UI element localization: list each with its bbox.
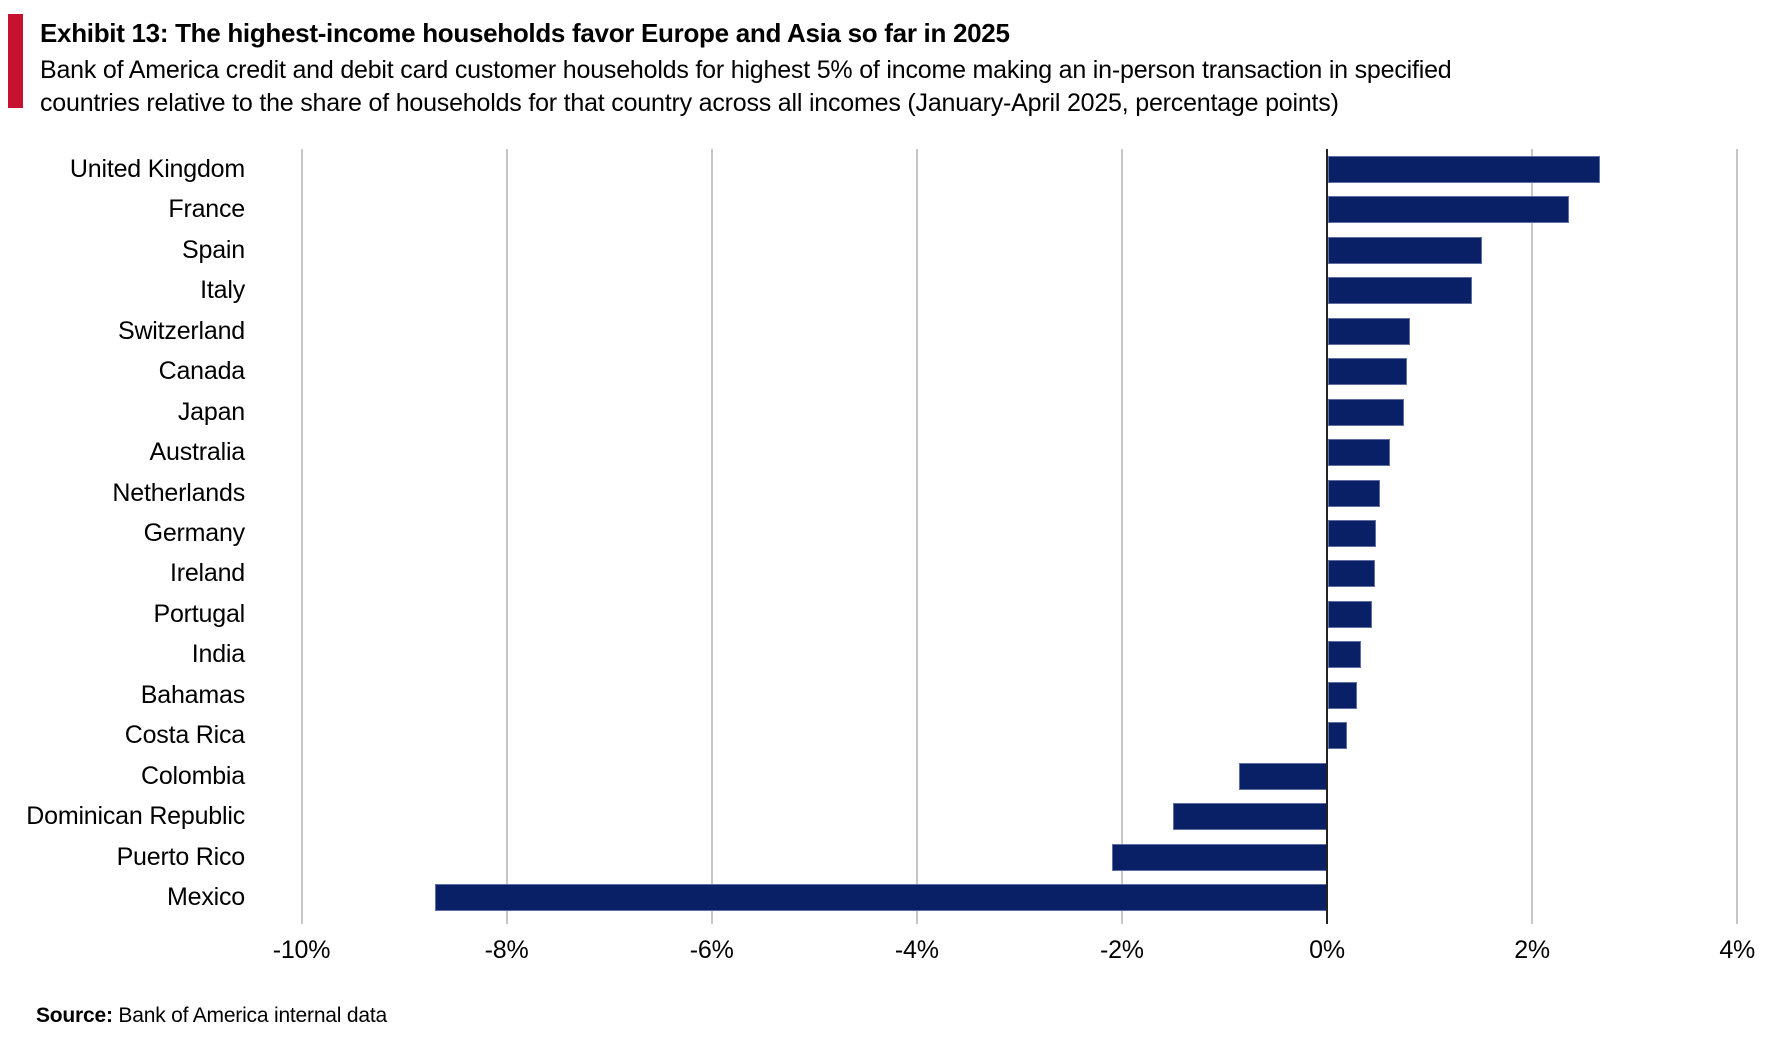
bar-portugal [1328,600,1373,628]
category-label-portugal: Portugal [153,599,245,628]
exhibit-subtitle: Bank of America credit and debit card cu… [40,56,1452,117]
zero-axis-line [1326,149,1328,924]
x-tick-label-2: 2% [1514,936,1550,964]
source-line: Source: Bank of America internal data [36,1004,387,1028]
gridline-2 [1531,149,1534,924]
category-label-canada: Canada [158,357,246,386]
bar-netherlands [1328,479,1381,507]
category-label-netherlands: Netherlands [112,478,245,507]
category-label-switzerland: Switzerland [117,316,245,345]
x-tick-label--10: -10% [272,936,331,964]
bar-australia [1328,439,1390,467]
bar-dominican-republic [1173,803,1327,831]
x-tick-label--2: -2% [1099,936,1144,964]
category-label-bahamas: Bahamas [140,680,245,709]
category-label-india: India [191,640,245,669]
bar-switzerland [1328,317,1411,345]
category-label-germany: Germany [143,518,246,547]
exhibit-accent-bar [8,14,23,108]
gridline-4 [1736,149,1739,924]
bar-bahamas [1328,681,1357,709]
category-label-japan: Japan [177,397,245,426]
category-label-mexico: Mexico [167,883,245,912]
bar-italy [1328,277,1472,305]
category-label-united-kingdom: United Kingdom [69,154,245,183]
category-label-ireland: Ireland [169,559,245,588]
bar-colombia [1238,762,1327,790]
category-label-australia: Australia [149,438,246,467]
bar-canada [1328,358,1407,386]
exhibit-title: Exhibit 13: The highest-income household… [40,18,1010,48]
bar-germany [1328,520,1377,547]
x-tick-label--6: -6% [689,936,734,964]
bar-japan [1328,398,1404,426]
category-label-spain: Spain [182,235,245,264]
category-label-puerto-rico: Puerto Rico [116,842,246,871]
gridline--10 [300,149,303,924]
bar-spain [1328,236,1482,264]
category-label-france: France [168,195,245,224]
x-tick-label-0: 0% [1309,936,1345,964]
bar-france [1328,196,1569,224]
source-label: Source: [36,1004,113,1027]
category-label-dominican-republic: Dominican Republic [26,802,245,831]
x-tick-label-4: 4% [1719,936,1756,964]
gridline--4 [915,149,918,924]
category-label-costa-rica: Costa Rica [124,721,245,750]
bar-india [1328,641,1361,669]
category-label-colombia: Colombia [140,761,245,790]
bar-mexico [434,884,1327,912]
bar-puerto-rico [1111,843,1327,871]
x-tick-label--4: -4% [894,936,939,964]
bar-united-kingdom [1328,155,1600,183]
x-tick-label--8: -8% [484,936,529,964]
gridline--8 [505,149,508,924]
bar-ireland [1328,560,1376,588]
source-text: Bank of America internal data [112,1004,387,1027]
gridline--6 [710,149,713,924]
category-label-italy: Italy [200,276,245,305]
gridline--2 [1120,149,1123,924]
bar-costa-rica [1328,722,1348,750]
